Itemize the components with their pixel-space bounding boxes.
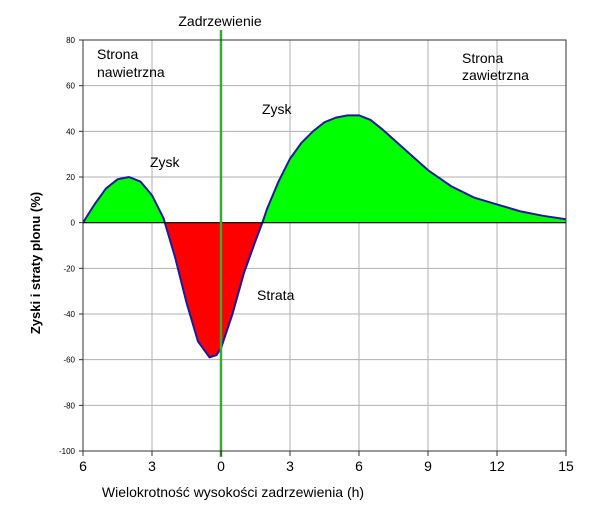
x-tick-label: 3 — [286, 458, 294, 474]
gain-area — [83, 177, 165, 223]
chart-title: Zadrzewienie — [178, 13, 261, 29]
y-tick-label: -20 — [63, 264, 75, 273]
x-tick-label: 15 — [558, 458, 574, 474]
x-tick-label: 9 — [424, 458, 432, 474]
y-tick-label: 0 — [71, 219, 76, 228]
y-tick-label: -80 — [63, 401, 75, 410]
x-tick-label: 3 — [148, 458, 156, 474]
data-line — [82, 114, 567, 359]
x-tick-label: 0 — [217, 458, 225, 474]
y-axis-ticks: 80 60 40 20 0 -20 -40 -60 -80 -100 — [59, 36, 83, 456]
windward-label-line-1: Strona — [97, 46, 138, 62]
y-tick-label: -100 — [59, 447, 76, 456]
y-tick-label: 20 — [66, 173, 75, 182]
loss-area — [164, 222, 263, 358]
y-axis-label: Zyski i straty plonu (%) — [28, 192, 43, 334]
y-tick-label: -40 — [63, 310, 75, 319]
x-tick-label: 12 — [489, 458, 505, 474]
y-tick-label: -60 — [63, 356, 75, 365]
y-tick-label: 60 — [66, 82, 75, 91]
y-tick-label: 80 — [66, 36, 75, 45]
grid — [82, 39, 567, 452]
x-tick-label: 6 — [355, 458, 363, 474]
x-axis-ticks: 6 3 0 3 6 9 12 15 — [79, 451, 574, 474]
gain-annotation-windward: Zysk — [150, 154, 181, 170]
x-tick-label: 6 — [79, 458, 87, 474]
loss-annotation: Strata — [257, 287, 295, 303]
plot-frame — [82, 30, 567, 457]
y-tick-label: 40 — [66, 127, 75, 136]
gain-annotation-leeward: Zysk — [262, 101, 293, 117]
gain-area — [262, 115, 566, 223]
leeward-label-line-1: Strona — [462, 50, 503, 66]
yield-curve-line — [82, 114, 567, 359]
plot-border — [82, 39, 567, 452]
data-areas — [83, 115, 566, 358]
x-axis-label: Wielokrotność wysokości zadrzewienia (h) — [102, 484, 364, 500]
windward-label-line-2: nawietrzna — [97, 64, 165, 80]
leeward-label-line-2: zawietrzna — [462, 67, 529, 83]
